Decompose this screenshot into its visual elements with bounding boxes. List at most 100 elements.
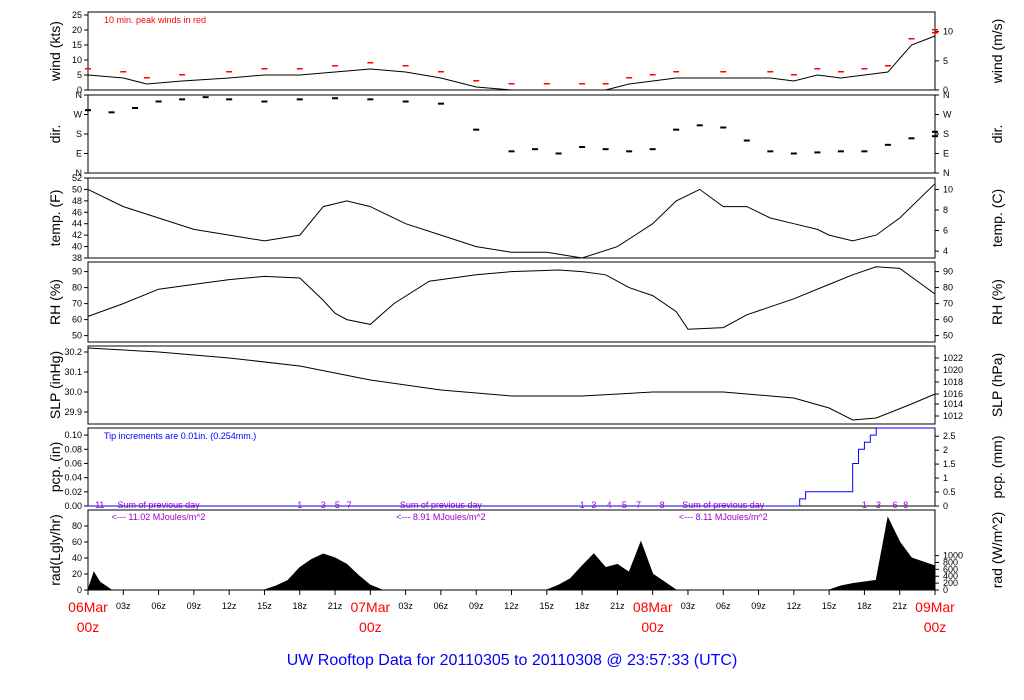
ytick-right-label-pcp: 2.5: [943, 431, 956, 441]
page-title: UW Rooftop Data for 20110305 to 20110308…: [286, 652, 738, 669]
ytick-label-temp: 50: [72, 184, 82, 194]
ylabel-slp: SLP (inHg): [47, 351, 63, 419]
ytick-label-temp: 46: [72, 207, 82, 217]
ytick-label-wind: 10: [72, 55, 82, 65]
ytick-label-slp: 30.1: [64, 367, 82, 377]
panel-frame-rad: [87, 509, 936, 591]
dir-point: [473, 128, 480, 131]
sunshine-hour-label: 3: [876, 500, 881, 510]
peak-wind-mark: [332, 65, 339, 67]
peak-wind-mark: [473, 80, 480, 82]
peak-wind-mark: [932, 29, 938, 31]
ytick-label-pcp: 0.02: [64, 487, 82, 497]
xtick-label: 21z: [892, 601, 907, 611]
peak-wind-mark: [884, 65, 891, 67]
ytick-label-temp: 48: [72, 196, 82, 206]
dir-point: [602, 148, 609, 151]
peak-wind-mark: [143, 77, 150, 79]
ytick-label-dir: N: [76, 90, 83, 100]
ytick-label-rad: 20: [72, 569, 82, 579]
xtick-label: 21z: [610, 601, 625, 611]
ytick-right-label-rad: 600: [943, 564, 958, 574]
ytick-right-label-slp: 1018: [943, 377, 963, 387]
series-line-temp: [87, 183, 936, 259]
ylabel-rh: RH (%): [47, 279, 63, 325]
dir-point: [108, 111, 115, 114]
xtick-label: 09z: [751, 601, 766, 611]
dir-point: [508, 150, 515, 153]
series-line-wind: [87, 35, 936, 91]
xtick-date-label: 06Mar: [68, 599, 108, 615]
ytick-label-temp: 44: [72, 219, 82, 229]
annotation-wind: 10 min. peak winds in red: [104, 15, 206, 25]
peak-wind-mark: [626, 77, 633, 79]
xtick-label: 21z: [328, 601, 343, 611]
dir-point: [202, 96, 209, 99]
xtick-date-sub: 00z: [924, 619, 947, 635]
sunshine-hour-label: 1: [297, 500, 302, 510]
dir-point: [884, 143, 891, 146]
annotation-pcp: Tip increments are 0.01in. (0.254mm.): [104, 431, 256, 441]
series-area-rad: [87, 516, 936, 591]
sunshine-hour-label: 8: [903, 500, 908, 510]
dir-point: [155, 100, 162, 103]
ylabel-right-wind: wind (m/s): [989, 19, 1005, 85]
ytick-label-rh: 90: [72, 267, 82, 277]
sunshine-hour-label: 7: [347, 500, 352, 510]
ytick-label-pcp: 0.10: [64, 430, 82, 440]
dir-point: [367, 98, 374, 101]
daily-sum-title: Sum of previous day: [118, 500, 201, 510]
ytick-right-label-rad: 400: [943, 571, 958, 581]
sunshine-hour-label: 5: [622, 500, 627, 510]
ytick-label-wind: 15: [72, 40, 82, 50]
xtick-date-label: 09Mar: [915, 599, 955, 615]
dir-point: [837, 150, 844, 153]
sunshine-hour-label: 1: [862, 500, 867, 510]
dir-point: [767, 150, 774, 153]
dir-point: [85, 109, 91, 112]
peak-wind-mark: [767, 71, 774, 73]
sunshine-hour-label: 8: [660, 500, 665, 510]
sunshine-hour-label: 6: [892, 500, 897, 510]
daily-sum-title: Sum of previous day: [400, 500, 483, 510]
panel-frame-dir: [87, 94, 936, 174]
peak-wind-mark: [837, 71, 844, 73]
ylabel-dir: dir.: [47, 125, 63, 144]
peak-wind-mark: [508, 83, 515, 85]
series-line-slp: [87, 347, 936, 421]
dir-point: [555, 152, 562, 155]
sunshine-hour-label: 5: [335, 500, 340, 510]
peak-wind-mark: [814, 68, 821, 70]
ytick-right-label-dir: W: [943, 110, 952, 120]
peak-wind-mark: [579, 83, 586, 85]
dir-point: [814, 151, 821, 154]
peak-wind-mark: [649, 74, 656, 76]
ytick-label-pcp: 0.00: [64, 501, 82, 511]
ytick-label-rh: 70: [72, 299, 82, 309]
xtick-label: 06z: [716, 601, 731, 611]
ytick-right-label-slp: 1016: [943, 389, 963, 399]
sunshine-hour-label: 3: [591, 500, 596, 510]
ytick-right-label-dir: E: [943, 149, 949, 159]
xtick-date-label: 08Mar: [633, 599, 673, 615]
ytick-right-label-slp: 1014: [943, 399, 963, 409]
ytick-label-temp: 42: [72, 230, 82, 240]
ytick-right-label-rad: 800: [943, 557, 958, 567]
xtick-date-sub: 00z: [641, 619, 664, 635]
ytick-label-temp: 52: [72, 173, 82, 183]
ytick-label-slp: 30.0: [64, 387, 82, 397]
series-line-rh: [87, 266, 936, 330]
ylabel-right-temp: temp. (C): [989, 189, 1005, 247]
xtick-date-sub: 00z: [359, 619, 382, 635]
dir-point: [579, 146, 586, 148]
ytick-label-slp: 30.2: [64, 347, 82, 357]
dir-point: [626, 150, 633, 153]
peak-wind-mark: [437, 71, 444, 73]
ytick-label-rad: 60: [72, 537, 82, 547]
ytick-right-label-pcp: 2: [943, 445, 948, 455]
peak-wind-mark: [932, 32, 938, 34]
xtick-label: 15z: [257, 601, 272, 611]
xtick-label: 18z: [857, 601, 872, 611]
peak-wind-mark: [543, 83, 550, 85]
panel-frame-temp: [87, 177, 936, 259]
